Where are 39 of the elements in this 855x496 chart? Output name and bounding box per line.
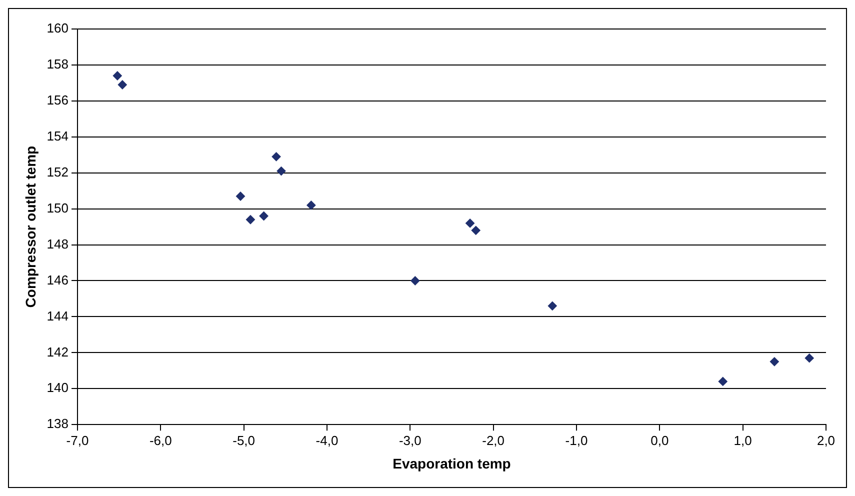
x-tick-label: -7,0 xyxy=(66,432,89,448)
point xyxy=(272,152,281,162)
point xyxy=(276,166,286,176)
x-tick-label: -3,0 xyxy=(398,432,422,448)
point xyxy=(112,71,122,80)
y-tick-label: 150 xyxy=(46,200,68,216)
y-tick-label: 160 xyxy=(46,20,68,36)
point xyxy=(466,218,475,228)
point xyxy=(471,226,480,235)
y-axis-title: Compressor outlet temp xyxy=(22,146,38,308)
point xyxy=(718,376,728,386)
point xyxy=(306,200,316,210)
x-tick-label: -6,0 xyxy=(149,432,172,448)
point xyxy=(770,357,779,366)
point xyxy=(259,212,268,221)
y-tick-label: 158 xyxy=(46,56,68,72)
point xyxy=(804,354,814,363)
point xyxy=(118,80,127,90)
y-tick-label: 144 xyxy=(46,308,68,324)
point xyxy=(548,301,557,310)
point xyxy=(236,192,245,201)
x-tick-label: 0,0 xyxy=(650,432,669,448)
point xyxy=(410,276,420,286)
y-tick-label: 154 xyxy=(46,128,68,144)
x-tick-label: -4,0 xyxy=(316,432,338,448)
x-tick-label: -5,0 xyxy=(232,432,256,448)
y-tick-label: 140 xyxy=(46,380,68,396)
y-tick-label: 142 xyxy=(46,344,68,360)
x-tick-label: 2,0 xyxy=(816,432,836,448)
point xyxy=(246,215,255,224)
y-tick-label: 146 xyxy=(46,272,68,288)
y-tick-label: 152 xyxy=(46,164,68,180)
x-axis-title: Evaporation temp xyxy=(392,455,511,472)
y-tick-label: 138 xyxy=(46,416,68,432)
y-tick-label: 148 xyxy=(46,236,68,252)
x-tick-label: -2,0 xyxy=(482,432,505,448)
x-tick-label: -1,0 xyxy=(565,432,588,448)
x-tick-label: 1,0 xyxy=(734,432,752,448)
y-tick-label: 156 xyxy=(46,92,68,108)
